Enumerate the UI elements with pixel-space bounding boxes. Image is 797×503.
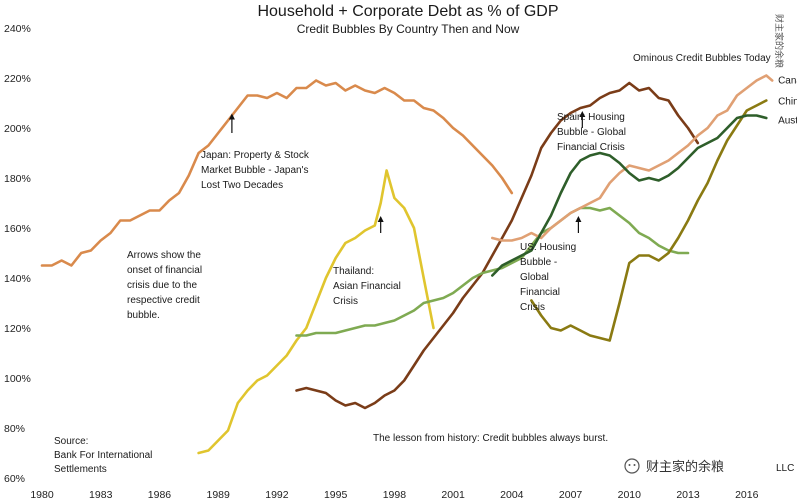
thailand-note-line: Crisis	[333, 296, 358, 307]
japan-note-line: Japan: Property & Stock	[201, 150, 310, 161]
arrows-note-line: onset of financial	[127, 265, 202, 276]
source-note-line: Bank For International	[54, 450, 152, 461]
spain-note: Spain: Housing Bubble - Global Financial…	[557, 112, 629, 153]
y-tick-label: 100%	[4, 373, 31, 385]
series-layer	[40, 74, 774, 455]
wechat-icon	[624, 458, 640, 474]
y-tick-label: 220%	[4, 73, 31, 85]
us-note-line: Crisis	[520, 302, 545, 313]
x-tick-label: 1980	[30, 489, 54, 501]
arrow-spain-head	[579, 111, 586, 117]
series-label-australia: Australia	[778, 115, 797, 126]
source-note: Source: Bank For International Settlemen…	[54, 436, 155, 475]
x-tick-label: 2007	[559, 489, 583, 501]
series-label-canada: Canada	[778, 75, 797, 86]
y-tick-label: 200%	[4, 123, 31, 135]
chart-title: Household + Corporate Debt as % of GDP	[257, 3, 558, 20]
series-labels: Canada China Australia	[778, 75, 797, 126]
arrow-thailand-head	[377, 216, 384, 222]
arrows-note-line: crisis due to the	[127, 280, 197, 291]
arrows-note-line: bubble.	[127, 310, 160, 321]
series-line-china	[530, 99, 768, 342]
series-line-spain	[295, 81, 700, 410]
us-note-line: Financial	[520, 287, 560, 298]
wechat-icon-dot	[633, 464, 636, 466]
y-tick-label: 180%	[4, 173, 31, 185]
x-tick-label: 2004	[500, 489, 524, 501]
x-tick-label: 2001	[441, 489, 465, 501]
us-note: US: Housing Bubble - Global Financial Cr…	[520, 242, 579, 313]
arrows-note-line: respective credit	[127, 295, 200, 306]
y-tick-label: 140%	[4, 273, 31, 285]
copyright-note: LLC	[776, 463, 794, 474]
spain-note-line: Financial Crisis	[557, 142, 625, 153]
japan-note-line: Lost Two Decades	[201, 180, 283, 191]
series-line-thailand	[197, 169, 435, 455]
lesson-note: The lesson from history: Credit bubbles …	[373, 433, 608, 444]
annotations: Ominous Credit Bubbles Today Japan: Prop…	[54, 53, 794, 475]
japan-note: Japan: Property & Stock Market Bubble - …	[201, 150, 312, 191]
us-note-line: Global	[520, 272, 549, 283]
series-line-australia	[490, 114, 768, 277]
x-tick-label: 1983	[89, 489, 113, 501]
x-tick-label: 1989	[207, 489, 231, 501]
x-tick-label: 2016	[735, 489, 759, 501]
crisis-arrows	[228, 111, 586, 233]
series-line-us	[295, 206, 690, 337]
x-axis: 1980 1983 1986 1989 1992 1995 1998 2001 2004 2007…	[30, 489, 758, 501]
spain-note-line: Spain: Housing	[557, 112, 625, 123]
thailand-note: Thailand: Asian Financial Crisis	[333, 266, 404, 307]
source-note-line: Settlements	[54, 464, 107, 475]
watermark: 财主家的余粮 财主家的余粮	[624, 14, 785, 475]
thailand-note-line: Thailand:	[333, 266, 374, 277]
source-note-line: Source:	[54, 436, 88, 447]
x-tick-label: 2013	[676, 489, 700, 501]
japan-note-line: Market Bubble - Japan's	[201, 165, 309, 176]
arrow-japan-head	[228, 113, 235, 120]
y-tick-label: 80%	[4, 423, 25, 435]
chart-subtitle: Credit Bubbles By Country Then and Now	[297, 22, 520, 36]
series-line-canada	[490, 74, 774, 242]
watermark-vertical: 财主家的余粮	[773, 14, 785, 68]
y-axis: 60% 80% 100% 120% 140% 160% 180% 200% 220% 240%	[4, 23, 31, 485]
x-tick-label: 1995	[324, 489, 348, 501]
x-tick-label: 1998	[383, 489, 407, 501]
y-tick-label: 120%	[4, 323, 31, 335]
arrows-note-line: Arrows show the	[127, 250, 201, 261]
arrows-note: Arrows show the onset of financial crisi…	[127, 250, 205, 321]
ominous-note: Ominous Credit Bubbles Today	[633, 53, 771, 64]
y-tick-label: 160%	[4, 223, 31, 235]
x-tick-label: 2010	[618, 489, 642, 501]
spain-note-line: Bubble - Global	[557, 127, 626, 138]
arrow-us-head	[575, 216, 582, 222]
series-line-japan	[40, 79, 514, 267]
wechat-icon-dot	[628, 464, 631, 466]
series-label-china: China	[778, 97, 797, 108]
us-note-line: US: Housing	[520, 242, 576, 253]
thailand-note-line: Asian Financial	[333, 281, 401, 292]
x-tick-label: 1986	[148, 489, 172, 501]
y-tick-label: 240%	[4, 23, 31, 35]
watermark-text: 财主家的余粮	[646, 459, 724, 475]
y-tick-label: 60%	[4, 473, 25, 485]
x-tick-label: 1992	[265, 489, 289, 501]
us-note-line: Bubble -	[520, 257, 557, 268]
